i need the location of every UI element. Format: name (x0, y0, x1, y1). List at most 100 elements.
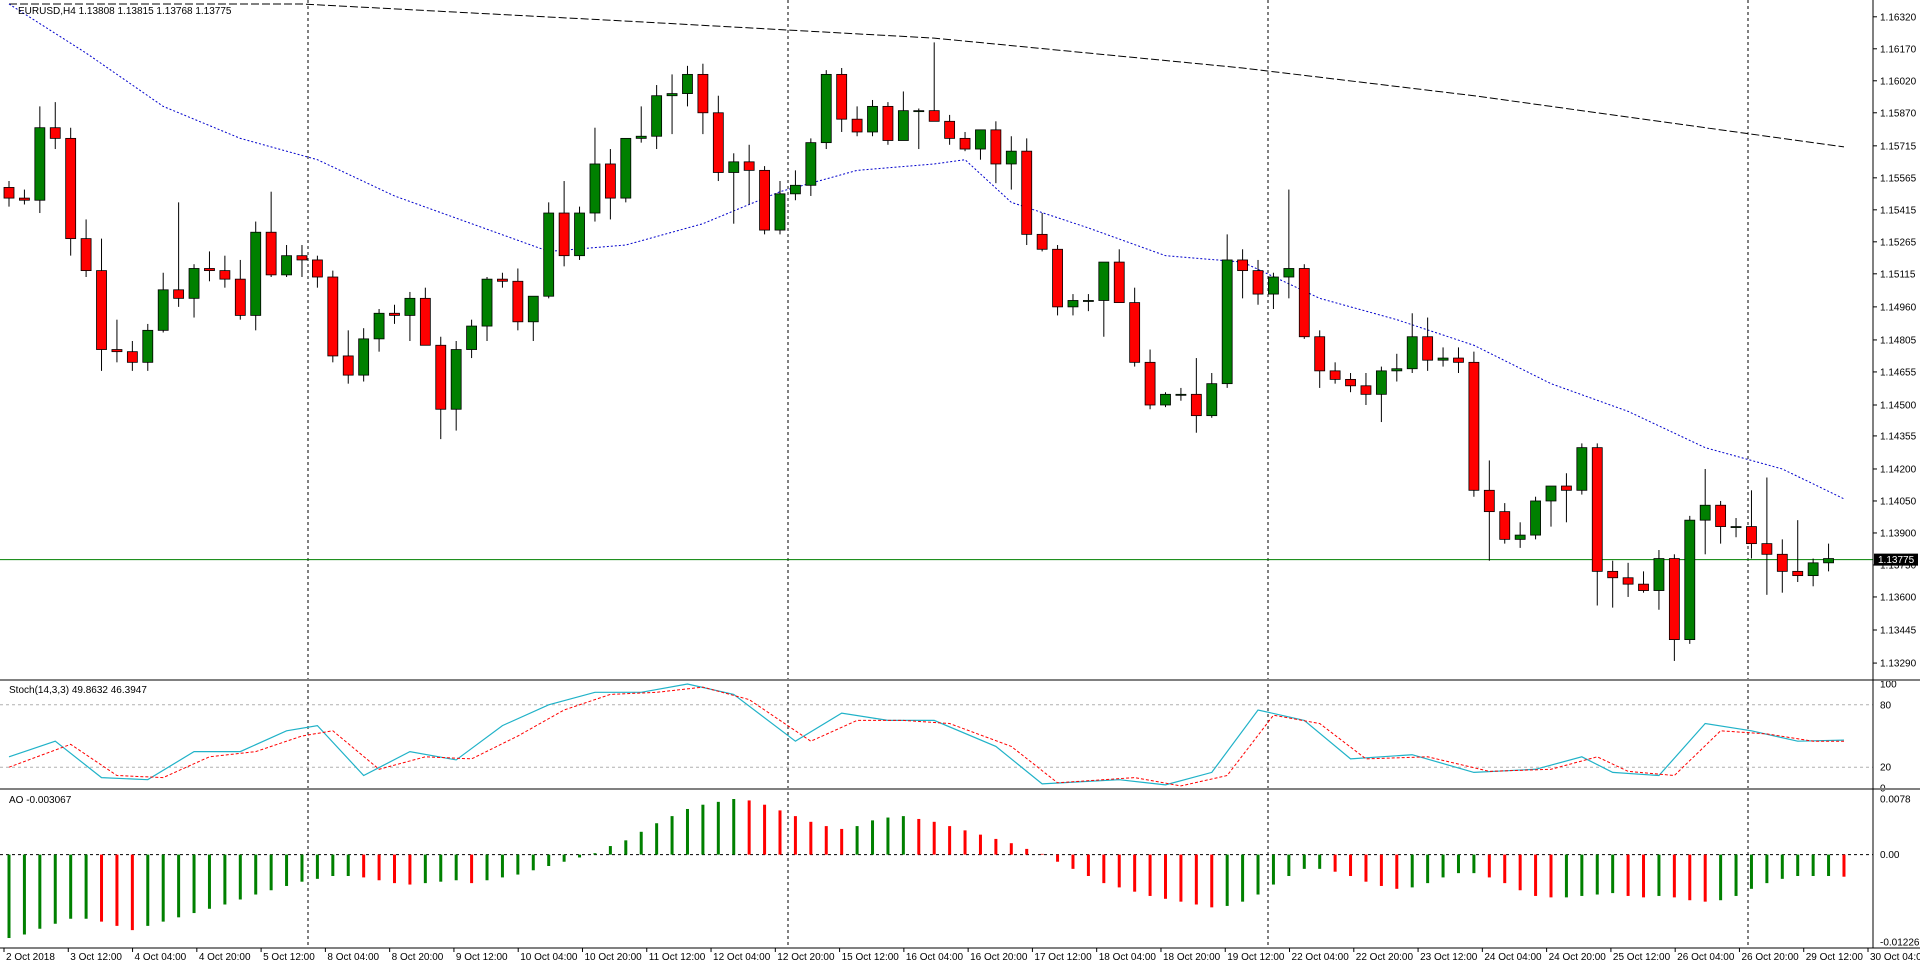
candle[interactable] (682, 65, 693, 107)
candle[interactable] (311, 255, 323, 288)
candle[interactable] (126, 341, 138, 371)
candle[interactable] (1329, 362, 1341, 384)
candle[interactable] (1453, 347, 1464, 373)
candle[interactable] (1437, 347, 1449, 367)
candle[interactable] (913, 108, 925, 150)
candle[interactable] (19, 189, 30, 205)
candle[interactable] (296, 245, 308, 278)
candle[interactable] (1252, 259, 1264, 305)
candle[interactable] (111, 319, 123, 363)
candle[interactable] (975, 129, 986, 160)
candle[interactable] (1021, 138, 1033, 246)
candle[interactable] (728, 153, 740, 224)
candle[interactable] (157, 272, 169, 333)
candle[interactable] (1098, 261, 1110, 337)
candle[interactable] (743, 144, 755, 205)
candle[interactable] (944, 114, 956, 145)
candle[interactable] (1190, 358, 1202, 433)
candle[interactable] (80, 219, 92, 278)
candle[interactable] (1360, 372, 1372, 405)
candle[interactable] (1052, 245, 1063, 316)
candle[interactable] (851, 106, 863, 137)
candle[interactable] (1237, 249, 1248, 299)
candle[interactable] (188, 264, 200, 318)
candle[interactable] (1653, 550, 1665, 610)
candles[interactable] (3, 42, 1834, 661)
candle[interactable] (327, 270, 339, 363)
candle[interactable] (373, 309, 385, 352)
candle[interactable] (1499, 503, 1511, 544)
candle[interactable] (774, 181, 786, 235)
candle[interactable] (219, 255, 231, 288)
candle[interactable] (1776, 539, 1788, 593)
candle[interactable] (990, 121, 1002, 184)
candle[interactable] (620, 137, 632, 203)
candle[interactable] (1406, 313, 1418, 373)
candle[interactable] (204, 251, 215, 282)
candle[interactable] (1530, 496, 1541, 540)
candle[interactable] (1561, 473, 1572, 523)
candle[interactable] (1823, 543, 1834, 572)
candle[interactable] (419, 287, 431, 346)
candle[interactable] (1129, 287, 1141, 367)
candle[interactable] (1792, 520, 1804, 583)
candle[interactable] (1005, 136, 1017, 190)
candle[interactable] (1345, 372, 1356, 393)
candle[interactable] (1514, 522, 1526, 548)
candle[interactable] (1576, 443, 1588, 495)
candle[interactable] (1067, 294, 1079, 316)
candle[interactable] (651, 85, 663, 150)
candle[interactable] (836, 67, 848, 132)
candle[interactable] (867, 99, 878, 137)
candle[interactable] (358, 328, 370, 382)
candle[interactable] (34, 106, 46, 214)
candle[interactable] (342, 330, 354, 384)
candle[interactable] (281, 245, 292, 278)
candle[interactable] (1468, 351, 1480, 497)
candle[interactable] (666, 74, 678, 135)
candle[interactable] (1298, 264, 1310, 339)
candle[interactable] (1221, 234, 1233, 388)
candle[interactable] (1175, 387, 1187, 401)
candle[interactable] (712, 95, 724, 182)
candle[interactable] (1668, 554, 1680, 661)
candle[interactable] (481, 277, 493, 341)
candle[interactable] (96, 238, 107, 371)
candle[interactable] (527, 295, 539, 341)
candle[interactable] (882, 102, 894, 145)
candle[interactable] (1422, 317, 1434, 371)
candle[interactable] (790, 170, 801, 201)
candle[interactable] (1761, 477, 1773, 595)
candle[interactable] (404, 291, 416, 341)
candle[interactable] (1483, 460, 1495, 561)
candle[interactable] (1638, 571, 1649, 593)
candle[interactable] (435, 336, 447, 440)
candle[interactable] (1607, 560, 1619, 608)
candle[interactable] (389, 304, 400, 324)
candle[interactable] (805, 138, 817, 196)
candle[interactable] (820, 70, 832, 150)
candle[interactable] (1375, 366, 1387, 423)
candle[interactable] (1545, 485, 1557, 527)
candle[interactable] (1622, 562, 1634, 597)
candle[interactable] (1113, 249, 1125, 304)
candle[interactable] (697, 63, 709, 135)
candle[interactable] (574, 206, 585, 260)
candle[interactable] (497, 272, 508, 288)
candle[interactable] (1144, 349, 1156, 410)
candle[interactable] (3, 181, 15, 207)
candle[interactable] (142, 323, 154, 371)
candle[interactable] (604, 149, 616, 220)
candle[interactable] (558, 181, 570, 267)
candle[interactable] (1730, 518, 1742, 538)
candle[interactable] (759, 166, 770, 235)
candle[interactable] (1283, 189, 1295, 299)
candle[interactable] (1715, 500, 1727, 544)
candle[interactable] (1807, 558, 1819, 587)
candle[interactable] (959, 131, 971, 152)
candle[interactable] (1314, 330, 1326, 388)
candle[interactable] (543, 202, 555, 299)
candle[interactable] (1268, 272, 1279, 310)
candle[interactable] (1206, 372, 1218, 418)
candle[interactable] (450, 341, 462, 431)
